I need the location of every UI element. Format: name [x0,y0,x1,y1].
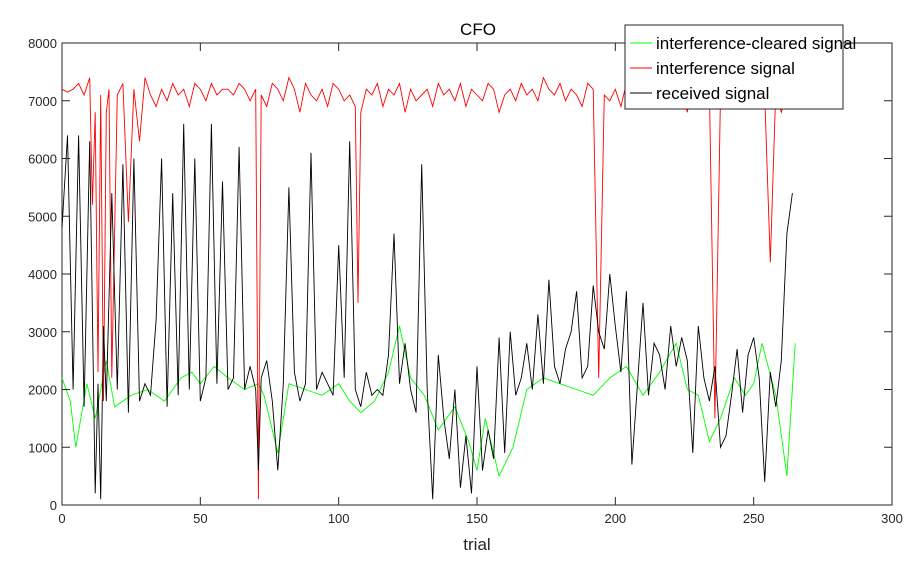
plot-area [61,42,893,506]
x-tick-label: 300 [881,511,903,526]
x-tick-label: 250 [743,511,765,526]
x-tick-label: 200 [604,511,626,526]
legend-label-2: received signal [656,84,769,103]
y-tick-label: 4000 [28,267,57,282]
legend-label-1: interference signal [656,59,795,78]
x-tick-label: 50 [193,511,207,526]
y-tick-label: 2000 [28,383,57,398]
x-tick-label: 100 [328,511,350,526]
legend-items: interference-cleared signal interference … [630,34,856,103]
y-tick-label: 0 [50,498,57,513]
y-tick-label: 6000 [28,152,57,167]
y-tick-label: 1000 [28,440,57,455]
y-tick-label: 7000 [28,94,57,109]
legend-label-0: interference-cleared signal [656,34,856,53]
x-axis-label: trial [463,535,490,554]
series-line-2 [61,123,793,500]
axes: 0 50 100 150 200 250 3000100020003000400050006… [28,36,903,526]
chart-title: CFO [460,20,496,39]
y-tick-label: 3000 [28,325,57,340]
y-tick-label: 8000 [28,36,57,51]
legend-box [624,24,844,110]
x-tick-label: 0 [58,511,65,526]
y-tick-label: 5000 [28,209,57,224]
series-line-0 [61,325,796,478]
x-tick-label: 150 [466,511,488,526]
legend: interference-cleared signal interference … [624,24,856,110]
